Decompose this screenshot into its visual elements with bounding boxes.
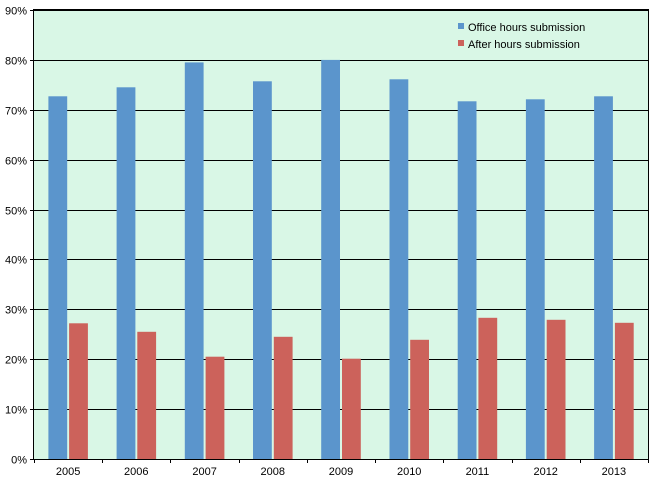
bar-after-2008 bbox=[273, 336, 293, 459]
y-tick-label: 20% bbox=[5, 355, 27, 367]
axes bbox=[33, 9, 649, 460]
y-tick-label: 30% bbox=[5, 305, 27, 317]
bar-office-2005 bbox=[48, 96, 68, 460]
bar-office-2009 bbox=[321, 59, 340, 460]
y-tick-label: 90% bbox=[5, 6, 27, 18]
bar-office-2012 bbox=[525, 99, 545, 460]
x-tick-label: 2011 bbox=[466, 466, 490, 478]
plot-area bbox=[33, 9, 649, 460]
y-tick-label: 0% bbox=[11, 455, 27, 467]
x-tick-label: 2006 bbox=[124, 466, 148, 478]
legend-label-after: After hours submission bbox=[468, 39, 580, 51]
y-tick-label: 80% bbox=[5, 56, 27, 68]
bar-after-2012 bbox=[546, 319, 566, 459]
x-tick-label: 2010 bbox=[397, 466, 421, 478]
legend-swatch-office bbox=[458, 23, 464, 29]
bar-after-2010 bbox=[410, 339, 429, 459]
bar-after-2006 bbox=[137, 331, 157, 459]
bar-office-2013 bbox=[594, 96, 613, 460]
x-tick-label: 2013 bbox=[602, 466, 626, 478]
x-tick-label: 2005 bbox=[56, 466, 80, 478]
bar-office-2010 bbox=[389, 79, 409, 460]
legend: Office hours submission After hours subm… bbox=[458, 22, 585, 51]
y-tick-label: 70% bbox=[5, 106, 27, 118]
bar-after-2007 bbox=[205, 356, 225, 459]
bar-office-2008 bbox=[253, 81, 272, 460]
y-tick-label: 60% bbox=[5, 156, 27, 168]
bar-office-2011 bbox=[457, 101, 477, 460]
x-tick-label: 2008 bbox=[261, 466, 285, 478]
y-tick-label: 50% bbox=[5, 206, 27, 218]
x-axis-ticks: 2005 2006 2007 2008 2009 2010 2011 2012 2013 bbox=[34, 459, 649, 478]
y-axis-ticks: 0% 10% 20% 30% 40% 50% 60% 70% 80% 90% bbox=[5, 6, 34, 467]
legend-label-office: Office hours submission bbox=[468, 22, 585, 34]
gridlines bbox=[34, 10, 648, 410]
bar-after-2009 bbox=[342, 358, 361, 459]
bar-after-2011 bbox=[478, 317, 498, 459]
legend-swatch-after bbox=[458, 40, 464, 46]
x-tick-label: 2009 bbox=[329, 466, 353, 478]
bar-after-2013 bbox=[614, 322, 634, 459]
y-tick-label: 10% bbox=[5, 405, 27, 417]
x-tick-label: 2012 bbox=[533, 466, 557, 478]
x-tick-label: 2007 bbox=[192, 466, 216, 478]
bar-after-2005 bbox=[69, 323, 88, 459]
y-tick-label: 40% bbox=[5, 255, 27, 267]
bars bbox=[48, 59, 634, 460]
bar-office-2006 bbox=[116, 87, 136, 460]
bar-office-2007 bbox=[184, 62, 204, 460]
